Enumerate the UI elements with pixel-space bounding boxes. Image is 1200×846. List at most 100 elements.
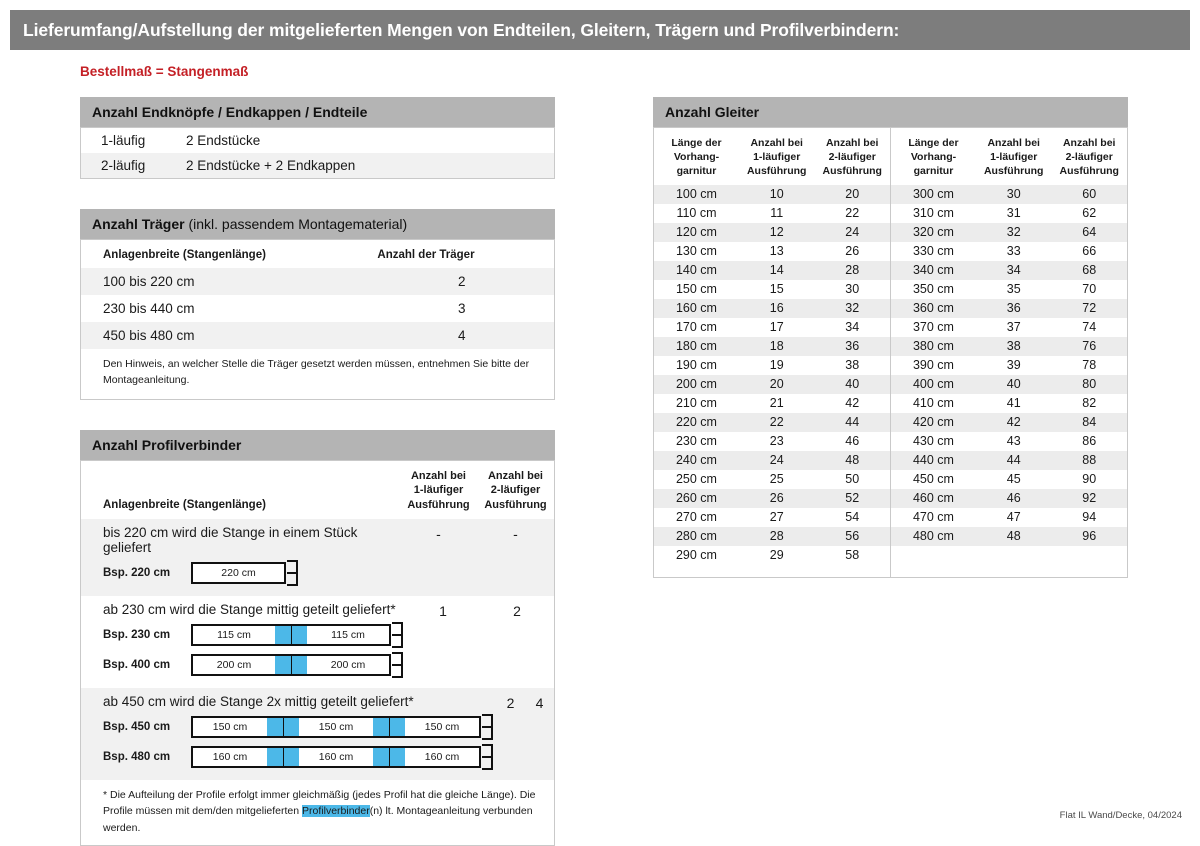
gleiter-length: 360 cm (912, 301, 954, 316)
gleiter-count-2laufig: 52 (845, 491, 860, 506)
gleiter-col-length: Länge der Vorhang- garnitur (908, 137, 959, 178)
stange-segment: 160 cm (318, 751, 354, 764)
traeger-range: 100 bis 220 cm (103, 274, 195, 289)
gleiter-count-2laufig: 54 (845, 510, 860, 525)
traeger-count: 4 (457, 328, 466, 343)
profilverbinder-connector (373, 716, 405, 739)
gleiter-body: Länge der Vorhang- garnitur Anzahl bei 1… (654, 128, 1127, 577)
gleiter-left-rows: 100 cm 10 20 110 cm 11 22 120 cm 12 24 130 cm 13 26… (654, 184, 890, 577)
profilverbinder-example-row: Bsp. 400 cm 200 cm 200 cm (81, 650, 406, 680)
gleiter-table-right: Länge der Vorhang- garnitur Anzahl bei 1… (891, 128, 1127, 558)
table-row: 220 cm 22 44 (654, 412, 890, 432)
gleiter-count-1laufig: 41 (1006, 396, 1021, 411)
gleiter-count-2laufig: 28 (845, 263, 860, 278)
example-label: Bsp. 400 cm (103, 659, 171, 672)
gleiter-count-2laufig: 24 (845, 225, 860, 240)
table-row: 440 cm 44 88 (891, 450, 1127, 470)
section-profilverbinder-header: Anzahl Profilverbinder (80, 429, 555, 460)
profilverbinder-example-row: Bsp. 220 cm 220 cm (81, 558, 400, 588)
gleiter-col-one: Anzahl bei 1-läufiger Ausführung (983, 137, 1044, 178)
table-row: 290 cm 29 58 (654, 546, 890, 565)
gleiter-count-2laufig: 78 (1082, 358, 1097, 373)
gleiter-length: 390 cm (912, 358, 954, 373)
example-label: Bsp. 480 cm (103, 751, 171, 764)
profilverbinder-header-row: Anlagenbreite (Stangenlänge) Anzahl bei … (81, 461, 554, 520)
table-row: 190 cm 19 38 (654, 356, 890, 375)
gleiter-count-2laufig: 38 (845, 358, 860, 373)
gleiter-half-right: Länge der Vorhang- garnitur Anzahl bei 1… (890, 128, 1127, 577)
table-row: 120 cm 12 24 (654, 222, 890, 242)
profilverbinder-group-title: ab 450 cm wird die Stange 2x mittig gete… (103, 694, 414, 710)
traeger-note: Den Hinweis, an welcher Stelle die Träge… (103, 358, 530, 386)
stange-diagram: 200 cm 200 cm (191, 654, 391, 677)
gleiter-count-1laufig: 17 (769, 320, 784, 335)
gleiter-count-2laufig: 84 (1082, 415, 1097, 430)
stange-diagram: 220 cm (191, 562, 286, 585)
gleiter-length: 400 cm (912, 377, 954, 392)
gleiter-count-1laufig: 28 (769, 529, 784, 544)
gleiter-count-2laufig: 96 (1082, 529, 1097, 544)
table-spacer-row (891, 546, 1127, 558)
pv-col-two-line3: Ausführung (484, 499, 547, 512)
subtitle-bestellmass: Bestellmaß = Stangenmaß (80, 64, 249, 79)
table-header-row: Anlagenbreite (Stangenlänge) Anzahl der … (81, 240, 554, 268)
gleiter-length: 140 cm (675, 263, 717, 278)
gleiter-count-2laufig: 48 (845, 453, 860, 468)
gleiter-length: 130 cm (675, 244, 717, 259)
table-row: 310 cm 31 62 (891, 204, 1127, 223)
gleiter-count-1laufig: 23 (769, 434, 784, 449)
gleiter-count-1laufig: 22 (769, 415, 784, 430)
gleiter-count-2laufig: 94 (1082, 510, 1097, 525)
gleiter-count-1laufig: 35 (1006, 282, 1021, 297)
gleiter-length: 450 cm (912, 472, 954, 487)
section-traeger-panel: Anlagenbreite (Stangenlänge) Anzahl der … (80, 239, 555, 400)
stange-diagram: 115 cm 115 cm (191, 624, 391, 647)
stange-diagram: 150 cm 150 cm 150 cm (191, 716, 481, 739)
gleiter-count-1laufig: 40 (1006, 377, 1021, 392)
endteile-value: 2 Endstücke (186, 133, 261, 148)
gleiter-count-1laufig: 25 (769, 472, 784, 487)
section-traeger-header: Anzahl Träger (inkl. passendem Montagema… (80, 209, 555, 239)
table-row: 160 cm 16 32 (654, 298, 890, 318)
profilverbinder-group-left: bis 220 cm wird die Stange in einem Stüc… (81, 519, 400, 596)
gleiter-length: 410 cm (912, 396, 954, 411)
table-row: 450 cm 45 90 (891, 470, 1127, 489)
gleiter-count-1laufig: 24 (769, 453, 784, 468)
gleiter-count-2laufig: 70 (1082, 282, 1097, 297)
gleiter-length: 280 cm (675, 529, 717, 544)
gleiter-count-1laufig: 47 (1006, 510, 1021, 525)
profilverbinder-count-1laufig: 1 (439, 603, 447, 620)
example-label: Bsp. 230 cm (103, 629, 171, 642)
gleiter-length: 290 cm (675, 548, 717, 563)
spacer (891, 546, 1127, 558)
gleiter-col-two: Anzahl bei 2-läufiger Ausführung (1059, 137, 1119, 178)
gleiter-count-1laufig: 19 (769, 358, 784, 373)
gleiter-count-1laufig: 30 (1006, 187, 1021, 202)
gleiter-count-1laufig: 20 (769, 377, 784, 392)
table-row: 330 cm 33 66 (891, 242, 1127, 261)
gleiter-count-2laufig: 22 (845, 206, 860, 221)
profilverbinder-group: bis 220 cm wird die Stange in einem Stüc… (81, 519, 554, 597)
gleiter-length: 160 cm (675, 301, 717, 316)
gleiter-count-2laufig: 36 (845, 339, 860, 354)
profilverbinder-group-left: ab 230 cm wird die Stange mittig geteilt… (81, 596, 406, 688)
profilverbinder-connector (275, 654, 307, 677)
section-profilverbinder-panel: Anlagenbreite (Stangenlänge) Anzahl bei … (80, 459, 555, 846)
table-row: 100 cm 10 20 (654, 184, 890, 204)
section-endteile: Anzahl Endknöpfe / Endkappen / Endteile … (80, 97, 555, 179)
profilverbinder-count-2laufig: 2 (513, 603, 521, 620)
gleiter-count-1laufig: 34 (1006, 263, 1021, 278)
gleiter-count-2laufig: 76 (1082, 339, 1097, 354)
table-row: 260 cm 26 52 (654, 488, 890, 508)
traeger-table: Anlagenbreite (Stangenlänge) Anzahl der … (81, 240, 554, 349)
stange-diagram: 160 cm 160 cm 160 cm (191, 746, 481, 769)
endteile-table: 1-läufig 2 Endstücke 2-läufig 2 Endstück… (81, 128, 554, 178)
gleiter-half-left: Länge der Vorhang- garnitur Anzahl bei 1… (654, 128, 890, 577)
gleiter-count-2laufig: 58 (845, 548, 860, 563)
pv-col-one-line1: Anzahl bei (410, 469, 466, 482)
gleiter-length: 260 cm (675, 491, 717, 506)
gleiter-length: 380 cm (912, 339, 954, 354)
example-label: Bsp. 450 cm (103, 721, 171, 734)
spacer (80, 179, 555, 209)
gleiter-length: 150 cm (675, 282, 717, 297)
